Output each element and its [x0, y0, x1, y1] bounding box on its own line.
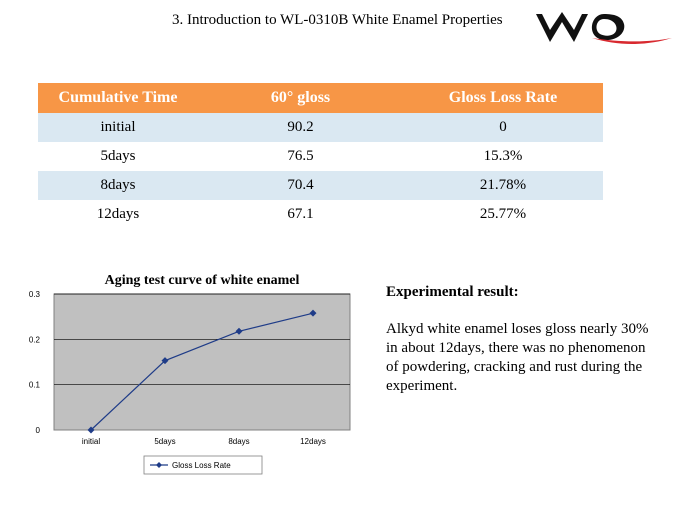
logo-swoosh	[592, 38, 672, 44]
table-cell: 8days	[38, 171, 198, 200]
legend-box	[143, 455, 263, 475]
table-cell: 25.77%	[403, 200, 603, 229]
table-cell: 67.1	[198, 200, 403, 229]
properties-table: Cumulative Time 60° gloss Gloss Loss Rat…	[38, 83, 603, 229]
table-cell: 5days	[38, 142, 198, 171]
table-cell: initial	[38, 113, 198, 142]
logo-w-mark	[536, 12, 588, 42]
page-title: 3. Introduction to WL-0310B White Enamel…	[172, 12, 503, 28]
x-tick-label: 12days	[300, 437, 326, 446]
experiment-heading: Experimental result:	[386, 284, 519, 300]
table-cell: 21.78%	[403, 171, 603, 200]
y-tick-label: 0.2	[29, 335, 41, 344]
table-cell: 0	[403, 113, 603, 142]
legend-marker	[156, 462, 162, 468]
x-tick-label: 5days	[154, 437, 175, 446]
aging-chart-svg: Aging test curve of white enamel 0 0.1 0.2 0…	[29, 273, 351, 475]
experiment-text: Alkyd white enamel loses gloss nearly 30…	[386, 321, 649, 394]
table-cell: 76.5	[198, 142, 403, 171]
x-tick-label: 8days	[228, 437, 249, 446]
y-tick-label: 0.1	[29, 381, 41, 390]
table-row: 5days 76.5 15.3%	[38, 142, 603, 171]
column-header: Gloss Loss Rate	[403, 83, 603, 113]
table-cell: 90.2	[198, 113, 403, 142]
table-row: 12days 67.1 25.77%	[38, 200, 603, 229]
table-cell: 70.4	[198, 171, 403, 200]
data-point	[235, 327, 243, 335]
y-tick-label: 0	[36, 426, 41, 435]
table-cell: 12days	[38, 200, 198, 229]
data-point	[87, 426, 95, 434]
legend-label: Gloss Loss Rate	[172, 461, 231, 470]
table-row: initial 90.2 0	[38, 113, 603, 142]
column-header: 60° gloss	[198, 83, 403, 113]
data-point	[161, 357, 169, 365]
column-header: Cumulative Time	[38, 83, 198, 113]
series-line	[90, 312, 314, 431]
x-tick-label: initial	[82, 437, 100, 446]
table-row: 8days 70.4 21.78%	[38, 171, 603, 200]
table-cell: 15.3%	[403, 142, 603, 171]
aging-chart: Aging test curve of white enamel 0 0.1 0.2 0…	[28, 268, 368, 480]
data-point	[309, 309, 317, 317]
y-tick-label: 0.3	[29, 290, 41, 299]
table-header-row: Cumulative Time 60° gloss Gloss Loss Rat…	[38, 83, 603, 113]
chart-title: Aging test curve of white enamel	[105, 273, 300, 288]
logo-q-mark	[591, 14, 625, 41]
company-logo	[536, 12, 672, 44]
